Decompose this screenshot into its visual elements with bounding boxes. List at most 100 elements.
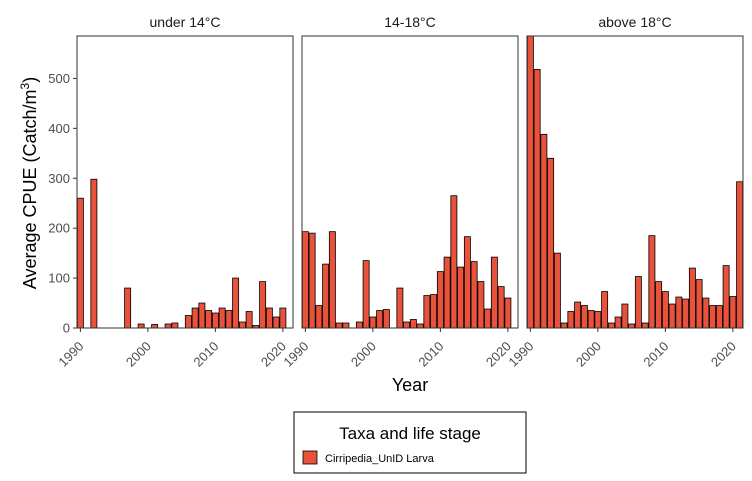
bar <box>655 281 663 329</box>
bar <box>540 133 548 329</box>
bar <box>587 310 595 329</box>
bar <box>184 315 192 329</box>
bar <box>477 281 485 329</box>
bar <box>634 276 642 329</box>
bar <box>450 195 458 329</box>
bar <box>614 316 622 329</box>
bar <box>574 301 582 329</box>
bar <box>648 235 656 329</box>
bar <box>225 310 233 329</box>
y-tick-label: 100 <box>48 271 70 286</box>
facet-strip-title: above 18°C <box>598 14 671 30</box>
bar <box>198 302 206 329</box>
bar <box>355 321 363 329</box>
bar <box>621 303 629 329</box>
y-tick-label: 500 <box>48 71 70 86</box>
bar <box>457 266 465 329</box>
bar <box>205 310 213 329</box>
bar <box>301 231 309 329</box>
bar <box>232 277 240 329</box>
y-tick-label: 300 <box>48 171 70 186</box>
bar <box>335 322 343 329</box>
legend-box <box>293 411 527 474</box>
bar <box>675 296 683 329</box>
bar <box>342 322 350 329</box>
bar <box>328 231 336 329</box>
panel-border <box>301 35 519 329</box>
bar <box>601 291 609 329</box>
panel-border <box>76 35 294 329</box>
y-tick-label: 200 <box>48 221 70 236</box>
facet-strip-title: under 14°C <box>150 14 221 30</box>
bar <box>403 321 411 329</box>
bar <box>526 35 534 329</box>
bar <box>547 157 555 329</box>
bar <box>245 311 253 329</box>
bar <box>688 267 696 329</box>
bar <box>594 311 602 329</box>
bar <box>322 263 330 329</box>
bar <box>470 261 478 329</box>
legend: Taxa and life stage Cirripedia_UnID Larv… <box>293 411 527 474</box>
panel-background <box>77 36 293 328</box>
bar <box>279 307 287 329</box>
bar <box>729 296 737 329</box>
bar <box>265 307 273 329</box>
bar <box>423 295 431 329</box>
bar <box>238 321 246 329</box>
bar <box>533 69 541 329</box>
bar <box>90 178 98 329</box>
bar <box>430 294 438 329</box>
bar <box>497 286 505 329</box>
legend-label-cirripedia: Cirripedia_UnID Larva <box>325 453 435 465</box>
bar <box>369 316 377 329</box>
bar <box>396 287 404 329</box>
bar <box>736 181 744 329</box>
bar <box>484 308 492 329</box>
bar <box>567 311 575 329</box>
y-axis: 0 100 200 300 400 500 <box>48 71 77 336</box>
bar <box>580 305 588 329</box>
bar <box>682 298 690 329</box>
bar <box>259 281 267 329</box>
bar <box>504 297 512 329</box>
y-tick-label: 400 <box>48 121 70 136</box>
bar <box>709 305 717 329</box>
bar <box>436 271 444 329</box>
y-axis-title: Average CPUE (Catch/m3) <box>18 77 40 289</box>
bar <box>272 316 280 329</box>
bar <box>137 323 145 329</box>
bar <box>164 323 172 329</box>
bar <box>151 324 159 329</box>
legend-key-cirripedia <box>302 450 318 465</box>
bar <box>362 260 370 329</box>
bar <box>560 322 568 329</box>
bar <box>553 252 561 329</box>
bar <box>607 322 615 329</box>
bar <box>218 307 226 329</box>
y-tick-label: 0 <box>63 321 70 336</box>
bar <box>211 312 219 329</box>
panel-background <box>302 36 518 328</box>
bar <box>416 323 424 329</box>
bar <box>376 310 384 329</box>
x-axis-title: Year <box>392 375 428 395</box>
bar <box>315 305 323 329</box>
panel-border <box>526 35 744 329</box>
bar <box>490 256 498 329</box>
bar <box>628 323 636 329</box>
bar <box>641 322 649 329</box>
bar <box>124 287 132 329</box>
bar <box>76 197 84 329</box>
facet-strip-title: 14-18°C <box>384 14 436 30</box>
legend-title: Taxa and life stage <box>339 424 481 443</box>
bar <box>722 265 730 329</box>
bar <box>382 309 390 329</box>
bar <box>668 303 676 329</box>
bar <box>463 236 471 329</box>
